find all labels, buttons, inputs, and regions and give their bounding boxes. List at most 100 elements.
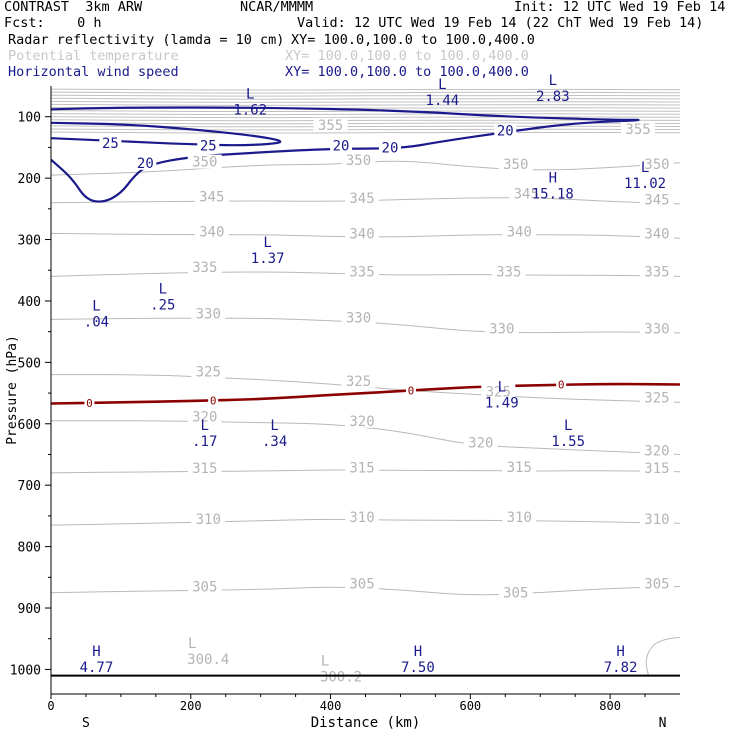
theta-label-bg xyxy=(194,224,229,239)
theta-label: 340 xyxy=(507,225,532,241)
theta-label-bg xyxy=(498,585,533,600)
x-end-label-north: N xyxy=(659,716,667,731)
theta-label-bg xyxy=(187,461,222,476)
theta-label: 320 xyxy=(192,409,217,425)
theta-label-bg xyxy=(481,384,516,399)
theta-label: 305 xyxy=(349,577,374,593)
theta-label: 320 xyxy=(644,443,669,459)
theta-label: 335 xyxy=(349,265,374,281)
wind-extremum-letter: L xyxy=(641,160,649,176)
reflectivity-label-bg xyxy=(84,397,95,408)
wind-label: 25 xyxy=(102,136,119,152)
theta-label-bg xyxy=(345,190,380,205)
theta-label: 305 xyxy=(192,580,217,596)
reflectivity-label: 0 xyxy=(86,397,93,410)
theta-label-bg xyxy=(639,226,674,241)
theta-label-bg xyxy=(639,461,674,476)
wind-extremum-letter: L xyxy=(92,298,100,314)
theta-label-bg xyxy=(345,460,380,475)
theta-label-bg xyxy=(345,576,380,591)
theta-label: 345 xyxy=(644,193,669,209)
reflectivity-label-bg xyxy=(556,379,567,390)
theta-label-bg xyxy=(187,154,222,169)
theta-label-bg xyxy=(341,373,376,388)
theta-label: 330 xyxy=(489,322,514,338)
theta-label-bg xyxy=(341,152,376,167)
theta-label-bg xyxy=(639,157,674,172)
x-end-label-south: S xyxy=(82,716,90,731)
field-reflectivity-name: Radar reflectivity (lamda = 10 cm) xyxy=(8,32,285,48)
field-theta-xy: XY= 100.0,100.0 to 100.0,400.0 xyxy=(285,48,529,64)
wind-label-bg xyxy=(197,138,220,153)
theta-label-bg xyxy=(345,413,380,428)
strat-isentrope-line xyxy=(51,125,680,128)
theta-label-bg xyxy=(191,364,226,379)
theta-label: 340 xyxy=(644,226,669,242)
wind-extremum-value: .25 xyxy=(150,298,175,314)
theta-label: 320 xyxy=(468,435,493,451)
wind-extremum-letter: L xyxy=(246,86,254,102)
reflectivity-label: 0 xyxy=(408,385,415,398)
theta-label: 330 xyxy=(644,322,669,338)
wind-label: 20 xyxy=(333,139,350,155)
theta-label: 340 xyxy=(199,225,224,241)
theta-contour-line xyxy=(645,637,680,676)
wind-label: 20 xyxy=(137,156,154,172)
wind-extremum-value: 7.50 xyxy=(401,660,435,676)
theta-label-bg xyxy=(639,192,674,207)
wind-extremum-value: 2.83 xyxy=(536,89,570,105)
wind-label-bg xyxy=(99,136,122,151)
wind-extremum-letter: L xyxy=(564,418,572,434)
theta-label-bg xyxy=(187,409,222,424)
theta-label-bg xyxy=(463,435,498,450)
theta-label-bg xyxy=(345,264,380,279)
field-wind-name: Horizontal wind speed xyxy=(8,64,179,80)
wind-extremum-letter: H xyxy=(92,644,100,660)
theta-label: 345 xyxy=(514,187,539,203)
theta-label: 340 xyxy=(349,226,374,242)
theta-label: 315 xyxy=(507,460,532,476)
y-tick-label: 100 xyxy=(18,111,41,126)
wind-extremum-value: .17 xyxy=(192,434,217,450)
theta-label: 315 xyxy=(644,461,669,477)
valid-time: Valid: 12 UTC Wed 19 Feb 14 (22 ChT Wed … xyxy=(297,15,704,31)
x-tick-label: 800 xyxy=(599,699,621,713)
theta-label-bg xyxy=(502,459,537,474)
contour-labels: 0 0 0 0 355 355 350 350 350 350 345 345 345 345 340 340… xyxy=(80,73,674,685)
theta-label-bg xyxy=(639,264,674,279)
reflectivity-label-bg xyxy=(208,395,219,406)
theta-label-bg xyxy=(498,157,533,172)
theta-label-bg xyxy=(187,579,222,594)
wind-extremum-letter: H xyxy=(616,644,624,660)
theta-label-bg xyxy=(484,321,519,336)
theta-label: 320 xyxy=(349,414,374,430)
theta-label: 310 xyxy=(507,510,532,526)
stratosphere-isentropes xyxy=(51,88,680,134)
theta-label: 335 xyxy=(496,265,521,281)
theta-label: 355 xyxy=(318,118,343,134)
wind-extremum-value: 15.18 xyxy=(532,187,574,203)
theta-label-bg xyxy=(639,321,674,336)
wind-extremum-letter: L xyxy=(263,235,271,251)
wind-extremum-letter: L xyxy=(159,282,167,298)
theta-extremum-letter: L xyxy=(321,653,329,669)
theta-label: 325 xyxy=(486,384,511,400)
y-tick-label: 300 xyxy=(18,234,41,249)
theta-extremum-letter: L xyxy=(188,636,196,652)
wind-extremum-value: 11.02 xyxy=(624,176,666,192)
strat-isentrope-line xyxy=(51,100,680,103)
theta-label-bg xyxy=(341,310,376,325)
strat-isentrope-line xyxy=(51,128,680,131)
theta-label: 305 xyxy=(503,586,528,602)
wind-extremum-value: 1.55 xyxy=(551,434,585,450)
wind-extremum-letter: L xyxy=(270,418,278,434)
wind-extremum-value: 1.37 xyxy=(251,251,285,267)
theta-label-bg xyxy=(639,512,674,527)
wind-extremum-letter: L xyxy=(498,379,506,395)
wind-extremum-value: .34 xyxy=(262,434,287,450)
wind-label-bg xyxy=(494,123,517,138)
y-tick-label: 1000 xyxy=(10,663,41,678)
theta-label: 310 xyxy=(349,510,374,526)
init-time: Init: 12 UTC Wed 19 Feb 14 xyxy=(514,0,726,15)
